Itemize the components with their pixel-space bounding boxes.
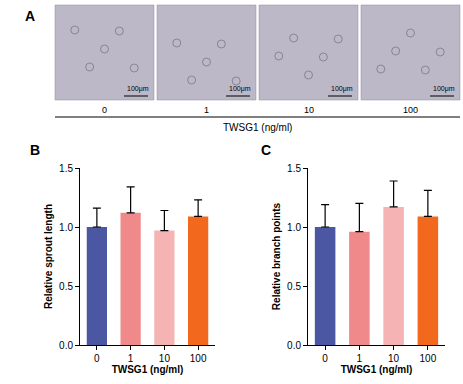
svg-text:10: 10 (159, 353, 171, 364)
svg-text:100: 100 (403, 105, 418, 115)
svg-text:100: 100 (420, 353, 437, 364)
svg-text:1.0: 1.0 (287, 222, 301, 233)
svg-text:100μm: 100μm (229, 85, 251, 93)
svg-text:A: A (25, 8, 35, 24)
svg-text:0: 0 (102, 105, 107, 115)
svg-text:100μm: 100μm (127, 85, 149, 93)
svg-text:10: 10 (304, 105, 314, 115)
svg-text:1: 1 (128, 353, 134, 364)
svg-text:10: 10 (388, 353, 400, 364)
svg-text:1.5: 1.5 (287, 163, 301, 174)
svg-text:0.5: 0.5 (287, 281, 301, 292)
svg-text:1: 1 (357, 353, 363, 364)
svg-text:0.0: 0.0 (287, 340, 301, 351)
svg-text:TWSG1 (ng/ml): TWSG1 (ng/ml) (112, 364, 184, 375)
svg-text:Relative sprout length: Relative sprout length (43, 204, 54, 309)
svg-text:1.5: 1.5 (59, 163, 73, 174)
svg-text:0: 0 (94, 353, 100, 364)
svg-text:C: C (261, 142, 271, 158)
svg-text:100μm: 100μm (331, 85, 353, 93)
svg-text:100μm: 100μm (433, 85, 455, 93)
svg-text:TWSG1 (ng/ml): TWSG1 (ng/ml) (223, 122, 292, 133)
svg-text:Relative branch points: Relative branch points (271, 202, 282, 310)
svg-text:1: 1 (204, 105, 209, 115)
svg-text:B: B (30, 142, 40, 158)
svg-text:0.5: 0.5 (59, 281, 73, 292)
svg-text:100: 100 (190, 353, 207, 364)
svg-text:0.0: 0.0 (59, 340, 73, 351)
svg-text:0: 0 (322, 353, 328, 364)
svg-text:1.0: 1.0 (59, 222, 73, 233)
svg-text:TWSG1 (ng/ml): TWSG1 (ng/ml) (341, 364, 413, 375)
